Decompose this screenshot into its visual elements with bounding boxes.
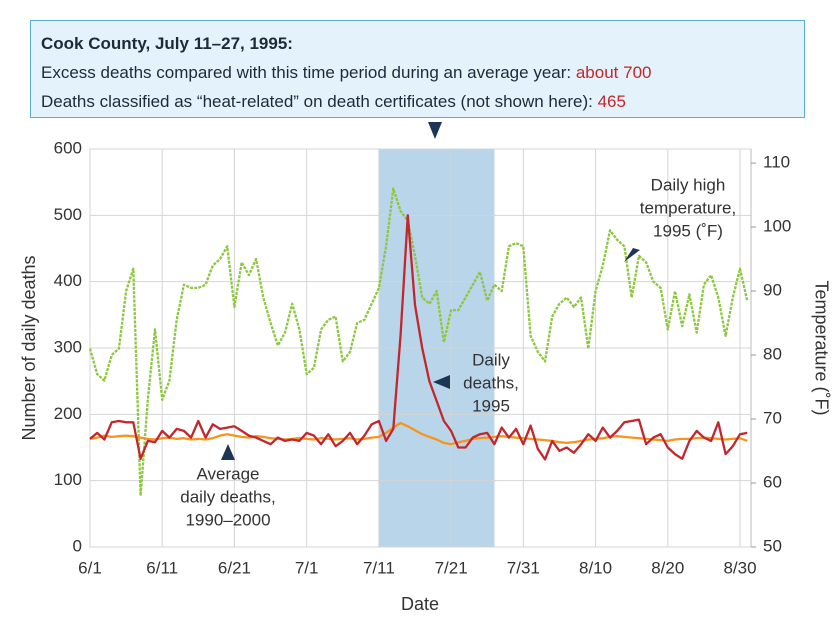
series-line <box>89 214 748 461</box>
y2-axis-title: Temperature (˚F) <box>811 280 831 415</box>
callout-line: Deaths classified as “heat-related” on d… <box>41 87 794 116</box>
y2-tick-label: 80 <box>763 345 782 364</box>
callout: Cook County, July 11–27, 1995: Excess de… <box>30 20 805 118</box>
x-tick-label: 6/1 <box>78 558 102 577</box>
annotation-arrow <box>221 444 235 460</box>
callout-title: Cook County, July 11–27, 1995: <box>41 34 293 53</box>
y-axis-title: Number of daily deaths <box>19 255 39 440</box>
x-axis-title: Date <box>401 594 439 614</box>
y-tick-label: 200 <box>54 404 82 423</box>
y2-tick-label: 110 <box>763 153 790 172</box>
series-annotation: temperature, <box>640 198 736 217</box>
y-tick-label: 400 <box>54 271 82 290</box>
y-tick-label: 0 <box>73 536 82 555</box>
callout-line: Excess deaths compared with this time pe… <box>41 58 794 87</box>
x-tick-label: 6/21 <box>218 558 251 577</box>
series-annotation: 1995 <box>472 396 510 415</box>
y2-tick-label: 70 <box>763 409 782 428</box>
annotation-arrow <box>624 248 640 262</box>
series-annotation: Average <box>196 464 259 483</box>
annotation-arrow <box>433 375 450 389</box>
x-tick-label: 8/20 <box>651 558 684 577</box>
x-tick-label: 7/31 <box>507 558 540 577</box>
callout-value: 465 <box>597 92 626 111</box>
callout-text: Excess deaths compared with this time pe… <box>41 63 576 82</box>
y-tick-label: 600 <box>54 138 82 157</box>
series-annotation: Daily high <box>651 175 726 194</box>
y-tick-label: 500 <box>54 205 82 224</box>
series-line <box>88 187 749 497</box>
y2-tick-label: 60 <box>763 472 782 491</box>
y2-tick-label: 90 <box>763 281 782 300</box>
series-annotation: deaths, <box>463 373 519 392</box>
y2-tick-label: 100 <box>763 217 791 236</box>
series-annotation: 1990–2000 <box>185 510 270 529</box>
x-tick-label: 8/10 <box>579 558 612 577</box>
x-tick-label: 7/21 <box>435 558 468 577</box>
x-tick-label: 6/11 <box>146 558 178 577</box>
series-annotation: Daily <box>472 350 510 369</box>
series-annotation: daily deaths, <box>180 487 275 506</box>
y-tick-label: 300 <box>54 337 82 356</box>
y-tick-label: 100 <box>54 470 82 489</box>
series-line <box>89 421 748 446</box>
callout-pointer <box>428 122 442 139</box>
y2-tick-label: 50 <box>763 536 782 555</box>
plot-layer <box>89 148 752 548</box>
x-tick-label: 8/30 <box>723 558 756 577</box>
callout-text: Deaths classified as “heat-related” on d… <box>41 92 598 111</box>
x-tick-label: 7/1 <box>295 558 319 577</box>
x-tick-label: 7/11 <box>363 558 395 577</box>
callout-value: about 700 <box>575 63 652 82</box>
series-annotation: 1995 (˚F) <box>653 221 723 240</box>
